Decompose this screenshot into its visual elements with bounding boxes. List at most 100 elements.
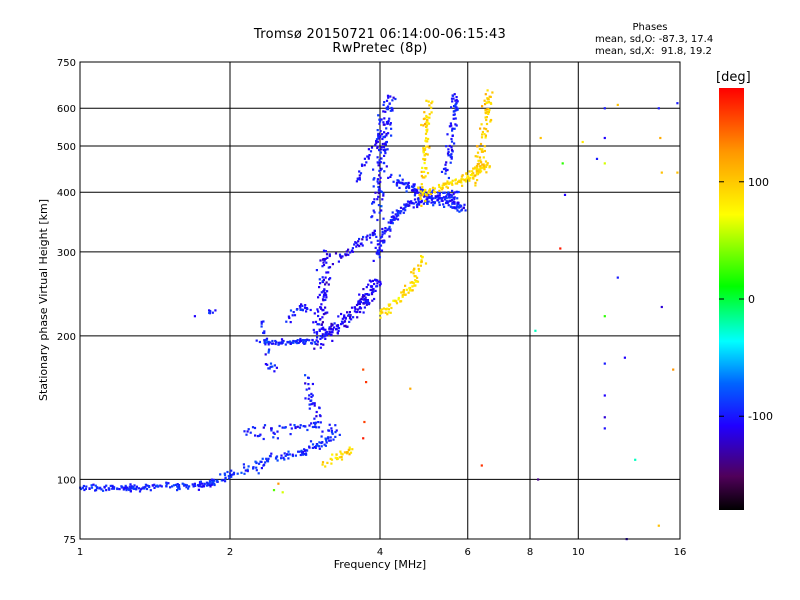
data-point: [177, 485, 180, 488]
data-point: [482, 164, 485, 167]
data-point: [447, 151, 450, 154]
y-tick-label: 100: [57, 475, 76, 486]
data-point: [387, 227, 390, 230]
data-point: [348, 453, 351, 456]
data-point: [276, 437, 279, 440]
data-point: [306, 428, 309, 432]
data-point: [176, 485, 179, 488]
data-point: [199, 480, 202, 483]
data-point: [379, 136, 382, 139]
data-point: [483, 149, 486, 153]
data-point: [383, 232, 386, 235]
data-point: [379, 316, 382, 319]
y-tick-label: 500: [57, 142, 76, 153]
data-point: [450, 140, 454, 143]
data-point: [423, 111, 426, 114]
data-point: [410, 200, 413, 203]
data-point: [327, 429, 331, 432]
data-point: [430, 196, 433, 199]
data-point: [446, 201, 449, 204]
data-point: [481, 163, 484, 166]
data-point: [428, 104, 431, 107]
data-point: [451, 129, 454, 132]
data-point: [454, 103, 457, 106]
data-point: [143, 487, 146, 490]
data-point: [358, 245, 361, 248]
data-point: [418, 186, 422, 189]
data-point: [372, 168, 375, 171]
data-point: [129, 490, 132, 493]
data-point: [384, 143, 387, 146]
phases-label: Phases: [632, 22, 668, 33]
data-point: [464, 178, 467, 181]
scattered-point: [281, 491, 284, 494]
data-point: [318, 329, 321, 332]
data-point: [125, 489, 128, 492]
data-point: [369, 233, 372, 236]
data-point: [382, 103, 385, 106]
data-point: [181, 482, 184, 485]
data-point: [208, 482, 211, 485]
data-point: [455, 124, 458, 127]
data-point: [370, 241, 373, 244]
data-point: [427, 191, 430, 194]
data-point: [375, 138, 379, 141]
data-point: [321, 430, 324, 433]
data-point: [408, 186, 411, 189]
data-point: [317, 296, 320, 299]
data-point: [350, 306, 354, 309]
data-point: [390, 134, 393, 137]
data-point: [479, 165, 482, 168]
data-point: [317, 421, 320, 424]
data-point: [358, 307, 361, 310]
data-point: [393, 218, 396, 221]
data-point: [149, 489, 152, 492]
data-point: [318, 286, 321, 289]
data-point: [387, 105, 390, 108]
data-point: [138, 487, 141, 490]
data-point: [438, 194, 441, 197]
data-point: [451, 179, 454, 182]
data-point: [328, 266, 332, 269]
data-point: [472, 177, 475, 180]
data-point: [331, 263, 334, 266]
data-point: [291, 454, 294, 458]
data-point: [324, 328, 327, 331]
data-point: [305, 310, 308, 313]
data-point: [293, 314, 297, 317]
data-point: [287, 457, 290, 460]
data-point: [313, 347, 316, 350]
data-point: [425, 198, 428, 201]
y-tick-label: 300: [57, 248, 76, 259]
data-point: [304, 425, 307, 428]
data-point: [406, 203, 409, 206]
data-point: [141, 487, 144, 490]
data-point: [386, 94, 390, 97]
data-point: [395, 209, 398, 212]
data-point: [449, 193, 452, 196]
data-point: [328, 253, 331, 256]
data-point: [377, 280, 380, 283]
data-point: [269, 365, 272, 368]
data-point: [355, 303, 359, 307]
data-point: [128, 488, 132, 491]
data-point: [491, 91, 494, 94]
scattered-point: [559, 247, 562, 250]
data-point: [340, 458, 344, 461]
data-point: [377, 252, 381, 255]
data-point: [426, 116, 429, 119]
data-point: [458, 210, 461, 213]
data-point: [373, 297, 376, 301]
data-point: [488, 165, 491, 168]
data-point: [394, 217, 397, 220]
data-point: [321, 265, 324, 268]
data-point: [451, 94, 455, 97]
data-point: [338, 433, 341, 436]
data-point: [442, 167, 446, 171]
data-point: [450, 194, 454, 197]
data-point: [310, 403, 313, 406]
data-point: [379, 176, 382, 179]
data-point: [313, 402, 316, 405]
data-point: [385, 132, 388, 136]
data-point: [314, 342, 317, 345]
